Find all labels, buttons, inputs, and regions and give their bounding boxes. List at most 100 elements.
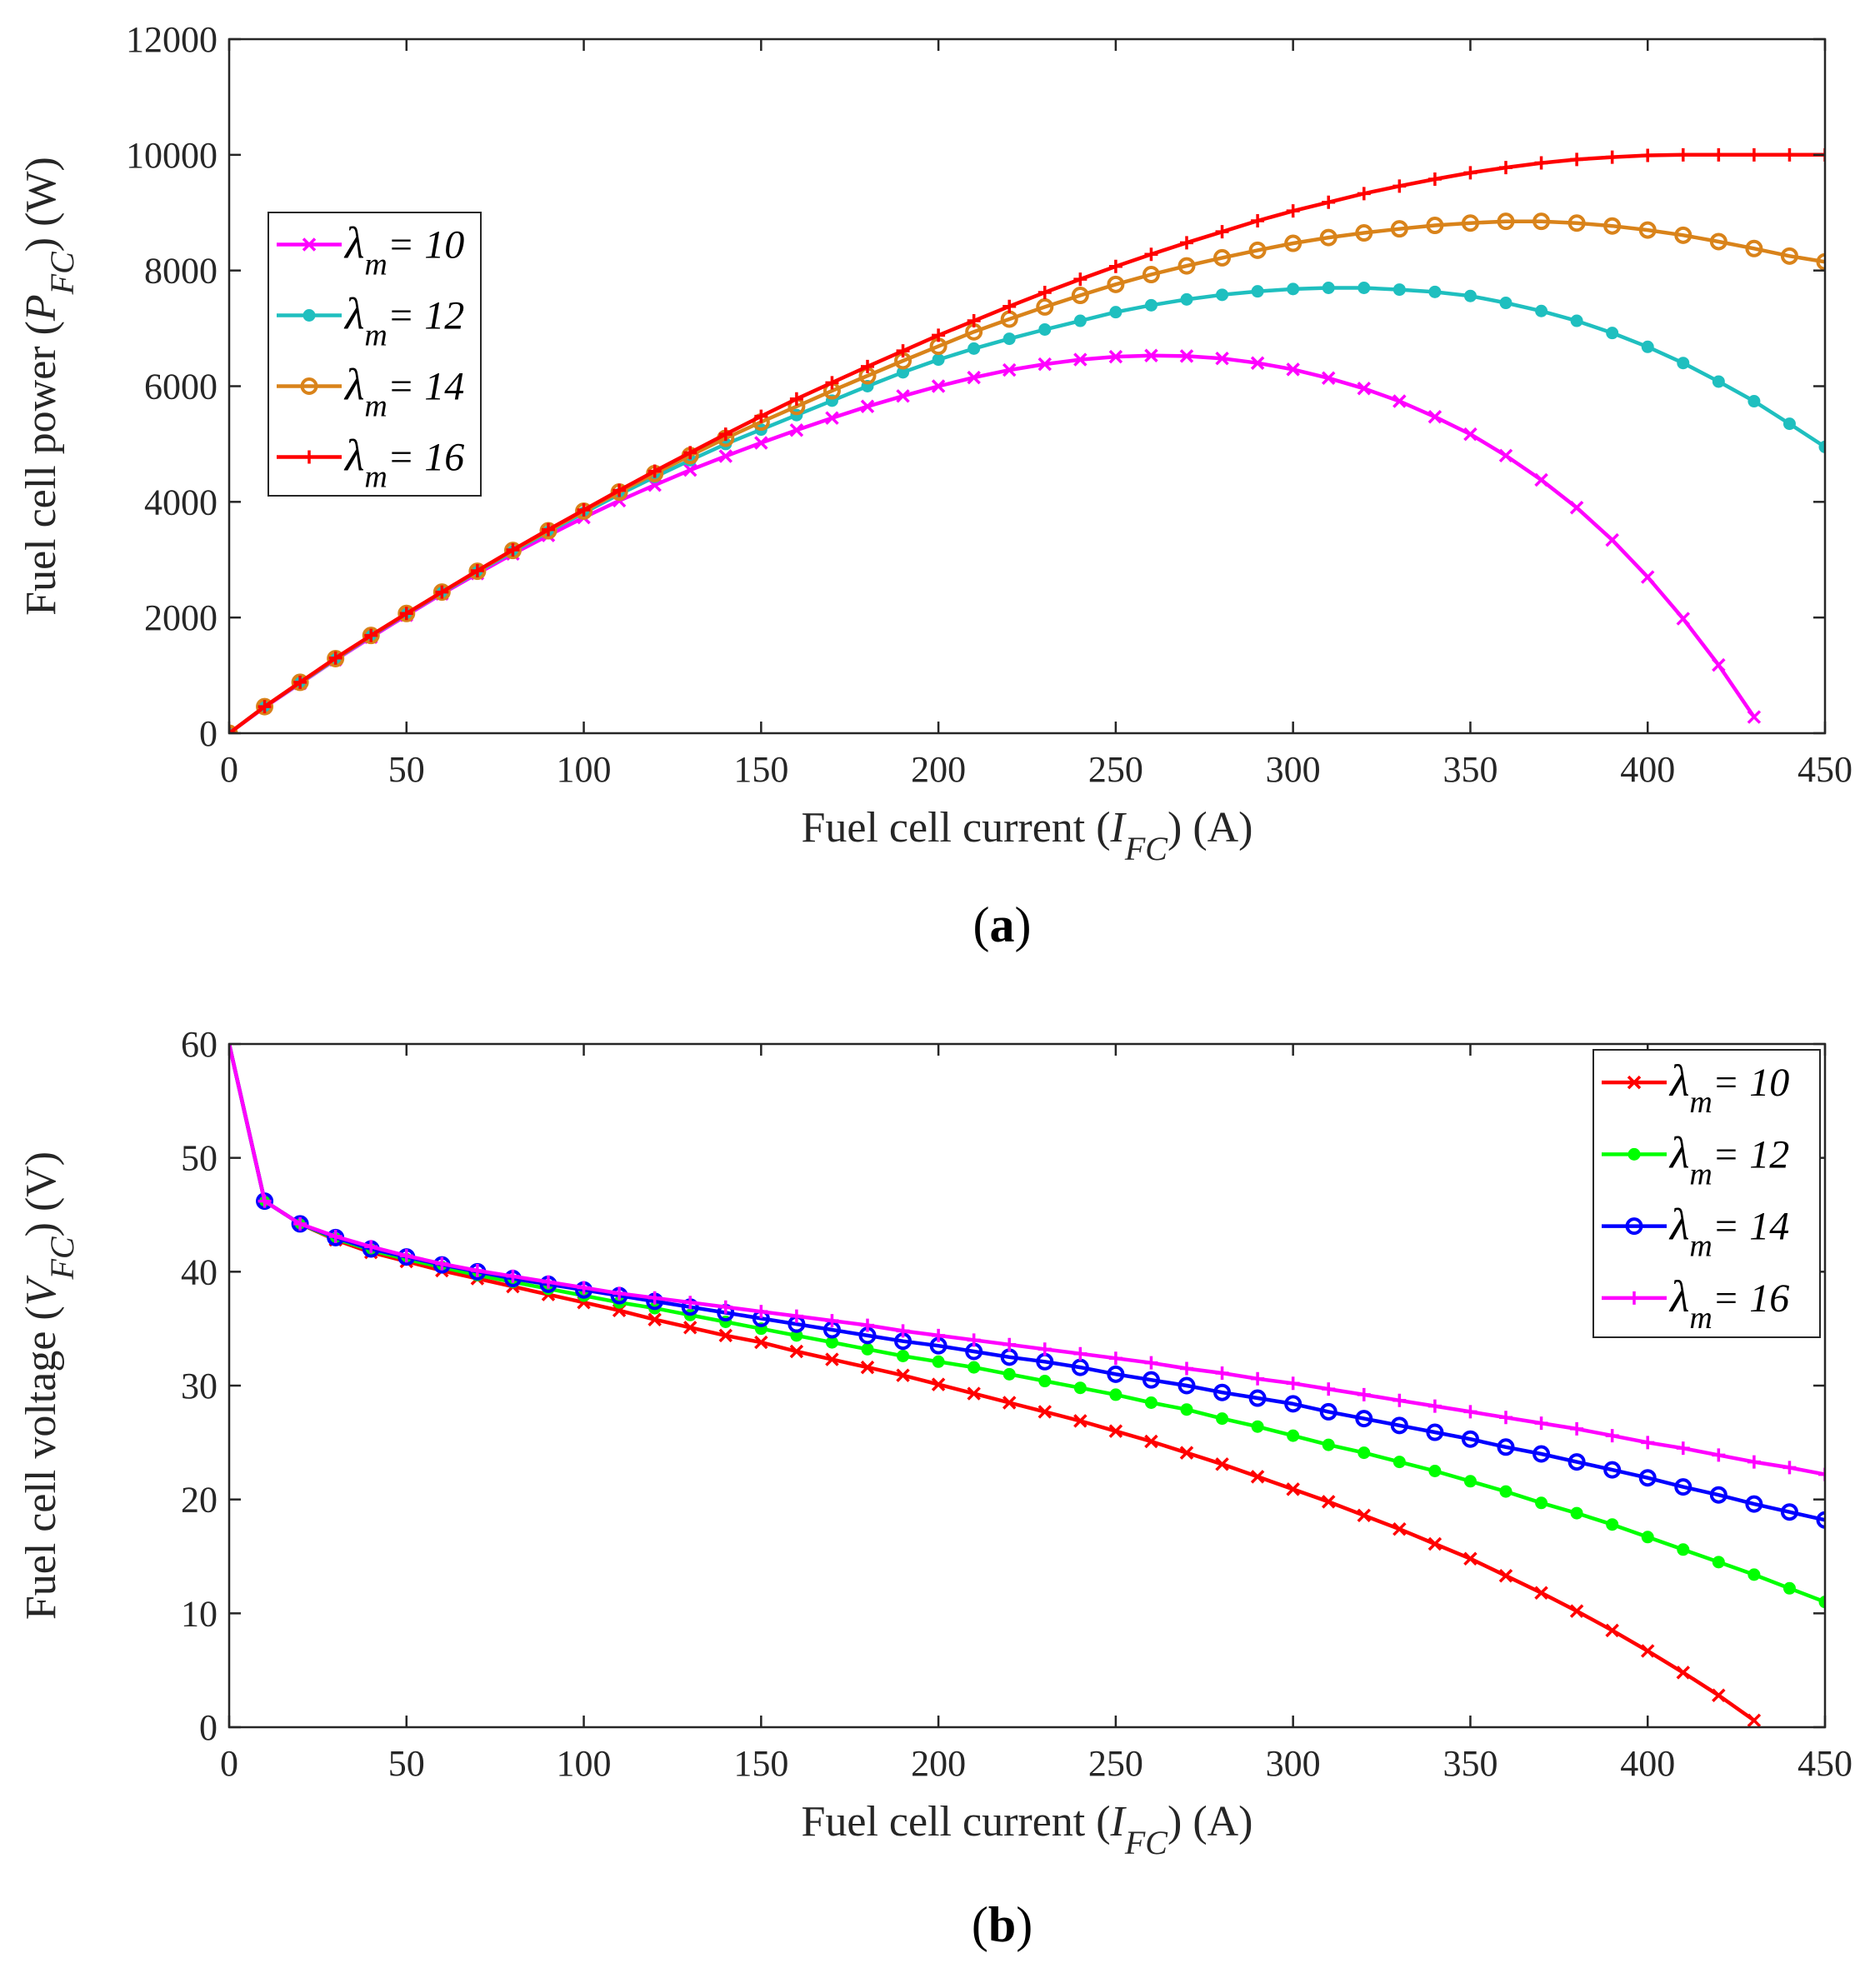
data-point — [1499, 297, 1512, 310]
data-point — [1605, 150, 1619, 164]
data-point — [1038, 357, 1052, 372]
legend-marker — [1628, 1291, 1641, 1305]
x-tick-label: 350 — [1442, 1743, 1498, 1784]
legend-marker — [302, 309, 316, 322]
data-point — [1674, 1478, 1692, 1496]
data-point — [1570, 314, 1583, 327]
data-point — [1392, 394, 1407, 408]
data-point — [1818, 440, 1825, 453]
x-tick-label: 0 — [220, 749, 238, 790]
x-tick-label: 50 — [388, 1743, 425, 1784]
data-point — [470, 1263, 484, 1277]
data-point — [1357, 187, 1371, 201]
data-point — [258, 700, 272, 714]
data-point — [293, 1216, 308, 1231]
data-point — [1322, 1438, 1335, 1451]
legend-entry-1: λm= 12 — [277, 289, 464, 353]
legend-sub: m — [1689, 1229, 1712, 1264]
x-axis-label: Fuel cell current (IFC) (A) — [801, 804, 1252, 867]
data-point — [1248, 241, 1267, 259]
series-line-3 — [229, 152, 1825, 733]
data-point — [1284, 1395, 1302, 1413]
data-point — [968, 342, 981, 355]
data-point — [1463, 427, 1478, 442]
data-point — [1073, 272, 1088, 287]
data-point — [1676, 1666, 1691, 1680]
data-point — [1321, 1495, 1336, 1509]
x-tick-label: 300 — [1266, 1743, 1321, 1784]
data-point — [1674, 226, 1692, 244]
data-point — [967, 314, 981, 328]
data-point — [1677, 1543, 1690, 1556]
data-point — [364, 628, 378, 642]
data-point — [1038, 1405, 1052, 1419]
data-point — [1605, 532, 1619, 547]
data-point — [1073, 314, 1087, 327]
data-point — [1108, 1424, 1123, 1438]
x-axis-label-var: I — [1110, 804, 1128, 852]
data-point — [1709, 1486, 1728, 1504]
data-point — [435, 585, 449, 599]
data-point — [1108, 1351, 1122, 1366]
data-point — [1108, 259, 1122, 273]
data-point — [1497, 212, 1515, 231]
data-point — [1677, 357, 1690, 370]
data-point — [1180, 292, 1193, 306]
data-point — [1392, 179, 1407, 193]
data-point — [860, 1360, 875, 1375]
data-point — [1216, 1412, 1229, 1426]
data-point — [860, 399, 875, 414]
data-point — [896, 344, 910, 358]
data-point — [825, 411, 839, 425]
legend-value: = 12 — [1712, 1132, 1789, 1176]
data-point — [1321, 371, 1336, 386]
data-point — [1250, 356, 1265, 370]
legend-entry-3: λm= 16 — [277, 431, 464, 495]
data-point — [1534, 156, 1548, 170]
data-point — [1712, 657, 1726, 672]
x-axis-label-text: Fuel cell current ( — [801, 1798, 1110, 1846]
series-3 — [229, 1044, 1825, 1481]
panel-label: (a) — [973, 897, 1032, 952]
panel-label-open: ( — [973, 897, 990, 952]
legend-label: λm= 16 — [1668, 1271, 1789, 1336]
legend-marker — [1627, 1075, 1642, 1090]
data-point — [1038, 286, 1052, 300]
data-point — [718, 427, 732, 442]
data-point — [1286, 204, 1300, 218]
data-point — [1676, 612, 1691, 626]
data-point — [1748, 1568, 1761, 1581]
data-point — [789, 1309, 803, 1323]
data-point — [932, 1355, 945, 1368]
data-point — [789, 423, 804, 437]
data-point — [256, 697, 274, 716]
data-point — [1605, 1429, 1619, 1443]
data-point — [861, 359, 874, 373]
legend-symbol: λ — [1668, 1271, 1689, 1321]
data-point — [1747, 1455, 1761, 1469]
series-line-2 — [229, 1044, 1825, 1522]
data-point — [398, 604, 416, 622]
legend-value: = 16 — [388, 436, 464, 480]
data-point — [1603, 1461, 1622, 1479]
data-point — [1712, 1448, 1726, 1462]
y-tick-label: 0 — [199, 1707, 218, 1748]
y-axis-label: Fuel cell voltage (VFC) (V) — [18, 1151, 81, 1620]
data-point — [399, 607, 413, 621]
data-point — [1357, 1508, 1372, 1523]
data-point — [1569, 1604, 1584, 1618]
data-point — [1745, 239, 1763, 257]
data-point — [1144, 1434, 1158, 1449]
data-point — [932, 353, 945, 367]
data-point — [1676, 147, 1690, 162]
x-axis-label-unit: ) (A) — [1168, 804, 1253, 852]
data-point — [931, 379, 946, 393]
data-point — [1780, 1503, 1798, 1521]
data-point — [1640, 1644, 1655, 1658]
data-point — [1818, 1596, 1825, 1609]
data-point — [1747, 1713, 1762, 1727]
data-point — [1144, 1396, 1158, 1409]
data-point — [1392, 283, 1406, 297]
data-point — [577, 503, 591, 517]
